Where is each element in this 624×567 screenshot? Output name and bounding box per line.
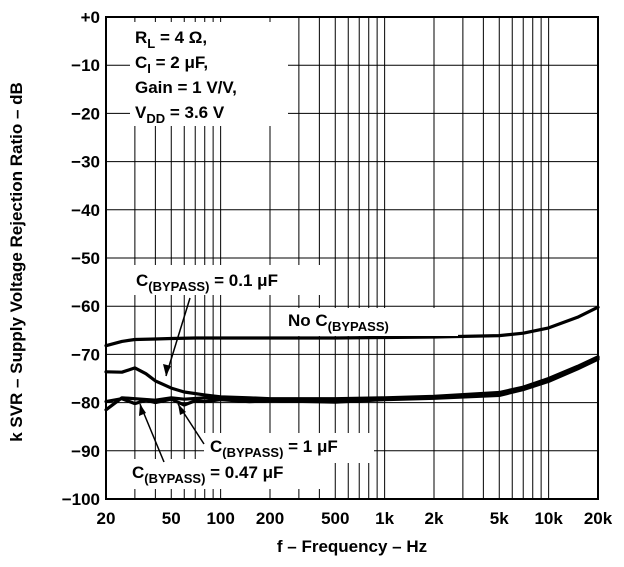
condition-ci: CI = 2 μF, — [135, 53, 208, 76]
x-tick-label: 10k — [534, 509, 563, 528]
pointer-c047-head — [139, 404, 146, 416]
series-line-bypass_0.1uF — [104, 355, 600, 401]
x-tick-labels: 20 50 100 200 500 1k 2k 5k 10k 20k — [97, 509, 613, 528]
y-tick-label: −100 — [62, 490, 100, 509]
y-axis-title: k SVR – Supply Voltage Rejection Ratio –… — [7, 82, 26, 442]
pointer-c01-head — [163, 364, 171, 376]
y-tick-label: −10 — [71, 56, 100, 75]
annotation-c047-bg — [126, 459, 326, 489]
annotation-nobyp: No C(BYPASS) — [288, 311, 389, 334]
annotation-c01-bg — [130, 265, 326, 295]
condition-gain: Gain = 1 V/V, — [135, 78, 237, 97]
y-tick-label: −30 — [71, 153, 100, 172]
y-tick-label: −80 — [71, 394, 100, 413]
x-tick-label: 20 — [97, 509, 116, 528]
condition-rl: RL = 4 Ω, — [135, 28, 207, 51]
pointer-c01 — [165, 297, 191, 377]
pointer-c1-head — [178, 404, 186, 415]
x-tick-label: 500 — [321, 509, 349, 528]
series-line-no_bypass — [104, 305, 600, 348]
x-tick-label: 100 — [206, 509, 234, 528]
x-axis-title: f – Frequency – Hz — [277, 537, 427, 556]
annotation-nobyp-bg — [282, 308, 458, 336]
x-tick-label: 50 — [162, 509, 181, 528]
conditions-box — [130, 22, 288, 126]
x-tick-label: 200 — [256, 509, 284, 528]
y-tick-label: −40 — [71, 201, 100, 220]
x-tick-label: 5k — [490, 509, 509, 528]
y-tick-label: −20 — [71, 104, 100, 123]
annotation-c1: C(BYPASS) = 1 μF — [210, 437, 338, 460]
annotation-c01: C(BYPASS) = 0.1 μF — [136, 271, 278, 294]
y-tick-label: −60 — [71, 297, 100, 316]
y-tick-label: −70 — [71, 345, 100, 364]
series-line-bypass_0.47uF — [104, 357, 600, 407]
y-tick-label: −50 — [71, 249, 100, 268]
y-tick-labels: +0 −10 −20 −30 −40 −50 −60 −70 −80 −90 −100 — [62, 8, 100, 509]
y-tick-label: −90 — [71, 442, 100, 461]
x-tick-label: 2k — [425, 509, 444, 528]
plot-frame — [105, 16, 599, 500]
data-series — [104, 305, 600, 412]
condition-vdd: VDD = 3.6 V — [135, 103, 225, 126]
annotation-c047: C(BYPASS) = 0.47 μF — [132, 463, 283, 486]
annotation-c1-bg — [204, 433, 374, 463]
x-tick-label: 20k — [584, 509, 613, 528]
x-tick-label: 1k — [375, 509, 394, 528]
y-tick-label: +0 — [81, 8, 100, 27]
